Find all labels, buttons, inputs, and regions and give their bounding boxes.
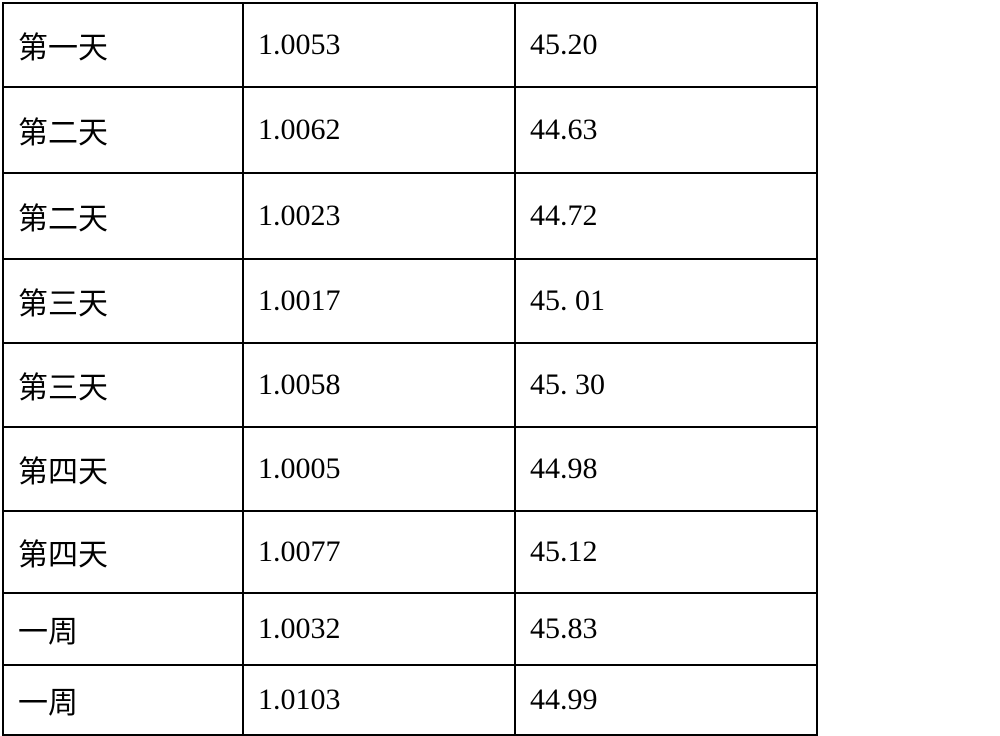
table-row: 第四天1.000544.98 [3, 427, 997, 511]
cell-value-b: 45.20 [515, 3, 817, 87]
cell-time-label: 第四天 [3, 511, 243, 593]
cell-blank [817, 173, 997, 259]
cell-value-b: 44.99 [515, 665, 817, 735]
cell-time-label: 第一天 [3, 3, 243, 87]
table-row: 第四天1.007745.12 [3, 511, 997, 593]
cell-value-b: 44.72 [515, 173, 817, 259]
cell-value-a: 1.0032 [243, 593, 515, 665]
cell-value-a: 1.0053 [243, 3, 515, 87]
cell-time-label: 第二天 [3, 173, 243, 259]
table-row: 一周1.003245.83 [3, 593, 997, 665]
cell-value-b: 44.98 [515, 427, 817, 511]
cell-time-label: 第四天 [3, 427, 243, 511]
table-row: 一周1.010344.99 [3, 665, 997, 735]
cell-value-a: 1.0058 [243, 343, 515, 427]
cell-time-label: 一周 [3, 665, 243, 735]
cell-blank [817, 87, 997, 173]
cell-blank [817, 259, 997, 343]
table-row: 第三天1.005845. 30 [3, 343, 997, 427]
cell-time-label: 第二天 [3, 87, 243, 173]
cell-value-a: 1.0077 [243, 511, 515, 593]
cell-blank [817, 343, 997, 427]
cell-value-b: 45. 30 [515, 343, 817, 427]
cell-blank [817, 427, 997, 511]
cell-value-a: 1.0005 [243, 427, 515, 511]
table-row: 第一天1.005345.20 [3, 3, 997, 87]
cell-value-b: 44.63 [515, 87, 817, 173]
cell-value-b: 45.83 [515, 593, 817, 665]
table-body: 第一天1.005345.20第二天1.006244.63第二天1.002344.… [3, 3, 997, 735]
cell-blank [817, 511, 997, 593]
cell-blank [817, 593, 997, 665]
cell-blank [817, 3, 997, 87]
table-row: 第三天1.001745. 01 [3, 259, 997, 343]
cell-blank [817, 665, 997, 735]
cell-value-b: 45. 01 [515, 259, 817, 343]
cell-time-label: 第三天 [3, 259, 243, 343]
cell-value-b: 45.12 [515, 511, 817, 593]
table-row: 第二天1.006244.63 [3, 87, 997, 173]
cell-value-a: 1.0103 [243, 665, 515, 735]
cell-value-a: 1.0017 [243, 259, 515, 343]
cell-time-label: 第三天 [3, 343, 243, 427]
cell-value-a: 1.0023 [243, 173, 515, 259]
data-table: 第一天1.005345.20第二天1.006244.63第二天1.002344.… [2, 2, 997, 736]
cell-time-label: 一周 [3, 593, 243, 665]
table-row: 第二天1.002344.72 [3, 173, 997, 259]
cell-value-a: 1.0062 [243, 87, 515, 173]
